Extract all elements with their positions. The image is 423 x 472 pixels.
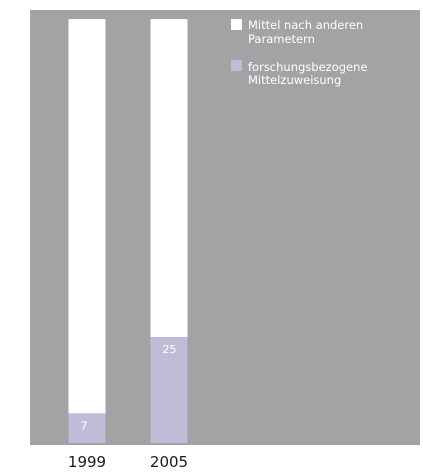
data-label-1999: 7	[81, 419, 88, 432]
x-tick-label-1999: 1999	[68, 453, 106, 471]
x-tick-label-2005: 2005	[150, 453, 188, 471]
legend-label-1-line-1: forschungsbezogene	[248, 60, 367, 74]
legend-swatch-1	[231, 60, 242, 71]
x-axis-tick-labels: 1999 2005	[68, 453, 188, 471]
legend-swatch-0	[231, 19, 242, 30]
legend-label-0-line-1: Mittel nach anderen	[248, 18, 363, 32]
bar-2005-series-0	[151, 19, 188, 337]
legend-label-0-line-2: Parametern	[248, 32, 315, 46]
data-label-2005: 25	[163, 343, 177, 356]
bar-1999-series-0	[69, 19, 106, 413]
legend-label-1-line-2: Mittelzuweisung	[248, 73, 341, 87]
